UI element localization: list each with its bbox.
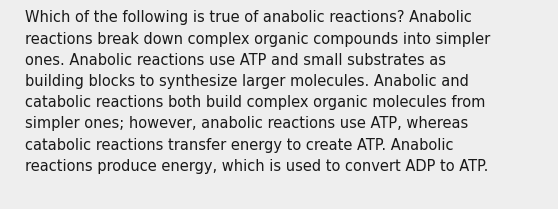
Text: Which of the following is true of anabolic reactions? Anabolic
reactions break d: Which of the following is true of anabol… <box>25 10 490 174</box>
